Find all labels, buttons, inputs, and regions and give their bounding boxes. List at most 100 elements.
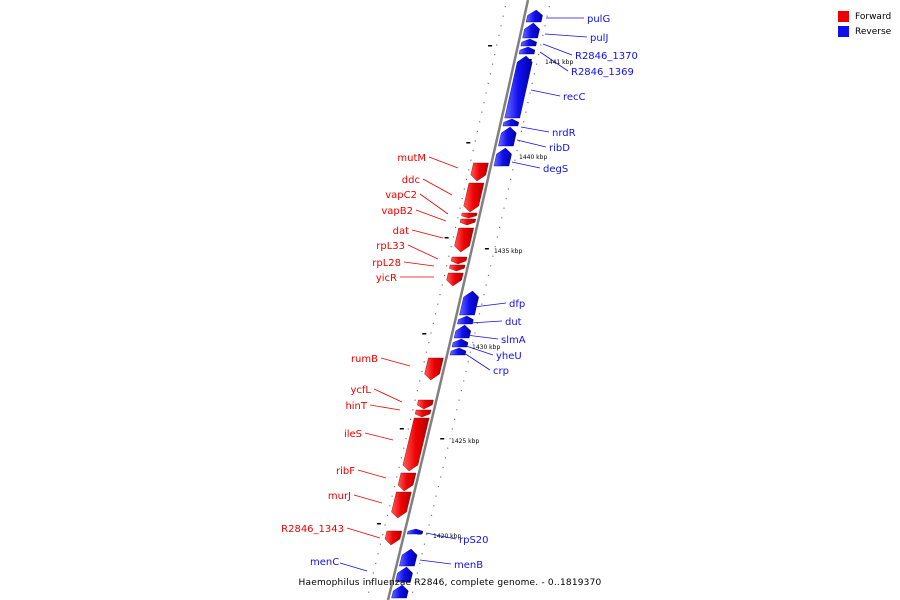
- forward-gene-arrow[interactable]: [461, 212, 478, 219]
- forward-gene-arrow[interactable]: [397, 472, 417, 492]
- tick-dot: [379, 543, 381, 545]
- tick-dot: [544, 25, 546, 27]
- leader-line: [469, 320, 503, 324]
- reverse-gene-arrow[interactable]: [520, 38, 537, 47]
- gene-label-forward[interactable]: dat: [393, 226, 409, 237]
- gene-label-forward[interactable]: vapC2: [385, 190, 417, 201]
- tick-dot: [546, 15, 548, 17]
- gene-label-reverse[interactable]: recC: [563, 92, 586, 103]
- gene-label-forward[interactable]: rpL33: [376, 241, 405, 252]
- reverse-swatch: [838, 26, 849, 37]
- tick-dot: [455, 226, 457, 228]
- reverse-gene-arrow[interactable]: [453, 324, 472, 339]
- gene-label-forward[interactable]: mutM: [397, 153, 426, 164]
- gene-label-forward[interactable]: rpL28: [372, 258, 401, 269]
- forward-gene-arrow[interactable]: [459, 218, 477, 226]
- tick-dot: [470, 159, 472, 161]
- reverse-gene-arrow[interactable]: [459, 290, 479, 316]
- leader-line: [516, 139, 547, 148]
- forward-gene-arrow[interactable]: [463, 182, 485, 213]
- tick-dot: [500, 25, 502, 27]
- tick-dot: [494, 246, 496, 248]
- reverse-gene-arrow[interactable]: [406, 528, 424, 535]
- reverse-gene-arrow[interactable]: [391, 584, 409, 599]
- tick-dot: [447, 447, 449, 449]
- forward-gene-arrow[interactable]: [391, 491, 412, 519]
- reverse-gene-arrow[interactable]: [502, 118, 520, 127]
- gene-label-reverse[interactable]: crp: [493, 366, 509, 377]
- reverse-gene-arrow[interactable]: [457, 315, 474, 325]
- forward-gene-arrow[interactable]: [450, 256, 468, 265]
- gene-label-reverse[interactable]: pulG: [587, 14, 610, 25]
- kbp-label: 1441 kbp: [545, 59, 573, 66]
- forward-gene-arrow[interactable]: [470, 162, 489, 182]
- gene-label-reverse[interactable]: ribD: [549, 143, 570, 154]
- gene-label-forward[interactable]: murJ: [328, 491, 351, 502]
- reverse-gene-arrow[interactable]: [504, 55, 533, 119]
- tick-dot: [419, 562, 421, 564]
- tick-marks: [368, 6, 550, 593]
- reverse-gene-arrow[interactable]: [522, 22, 540, 39]
- tick-dot: [410, 418, 412, 420]
- leader-line: [373, 388, 403, 403]
- gene-label-reverse[interactable]: slmA: [501, 335, 526, 346]
- reverse-gene-arrow[interactable]: [493, 147, 512, 167]
- gene-label-reverse[interactable]: nrdR: [552, 128, 576, 139]
- reverse-gene-arrow[interactable]: [449, 347, 467, 356]
- tick-dot: [391, 495, 393, 497]
- forward-gene-arrow[interactable]: [402, 417, 430, 472]
- gene-label-forward[interactable]: rumB: [351, 354, 378, 365]
- reverse-gene-arrow[interactable]: [525, 9, 543, 23]
- forward-gene-arrow[interactable]: [414, 409, 432, 418]
- reverse-gene-arrow[interactable]: [395, 566, 413, 583]
- leader-line: [411, 229, 444, 239]
- tick-dot: [448, 255, 450, 257]
- gene-label-forward[interactable]: vapB2: [381, 206, 413, 217]
- gene-label-reverse[interactable]: rpS20: [459, 535, 489, 546]
- gene-label-reverse[interactable]: R2846_1369: [571, 67, 634, 78]
- gene-label-reverse[interactable]: dfp: [509, 299, 525, 310]
- tick-dot: [535, 63, 538, 65]
- kbp-label: 1440 kbp: [519, 154, 547, 161]
- forward-gene-arrow[interactable]: [384, 530, 403, 546]
- gene-label-forward[interactable]: hinT: [345, 401, 367, 412]
- gene-label-forward[interactable]: ddc: [402, 175, 420, 186]
- tick-dot: [474, 140, 476, 142]
- kbp-tick: [484, 248, 489, 250]
- tick-dot: [525, 111, 527, 113]
- tick-dot: [432, 322, 434, 324]
- tick-dot: [423, 543, 425, 545]
- tick-dot: [437, 303, 439, 305]
- gene-label-forward[interactable]: R2846_1343: [281, 524, 344, 535]
- tick-dot: [425, 351, 428, 353]
- legend-label: Forward: [855, 11, 892, 22]
- gene-labels: mutM ddc vapC2 vapB2 dat rpL33 rpL28 yicR rumB yc…: [281, 14, 638, 571]
- forward-gene-arrow[interactable]: [424, 357, 444, 381]
- forward-gene-arrow[interactable]: [454, 227, 474, 253]
- tick-dot: [498, 34, 500, 36]
- reverse-gene-arrow[interactable]: [399, 548, 418, 567]
- gene-label-reverse[interactable]: R2846_1370: [575, 51, 638, 62]
- gene-label-forward[interactable]: yicR: [376, 273, 397, 284]
- tick-dot: [446, 265, 448, 267]
- legend-label: Reverse: [855, 26, 892, 37]
- tick-dot: [489, 73, 491, 75]
- gene-label-reverse[interactable]: menC: [310, 557, 339, 568]
- gene-label-forward[interactable]: ribF: [336, 466, 355, 477]
- forward-gene-arrow[interactable]: [446, 272, 464, 287]
- leader-line: [403, 261, 435, 267]
- gene-label-reverse[interactable]: degS: [543, 164, 568, 175]
- gene-label-forward[interactable]: ileS: [344, 429, 362, 440]
- gene-label-forward[interactable]: ycfL: [350, 385, 371, 396]
- gene-label-reverse[interactable]: pulJ: [590, 33, 608, 44]
- tick-dot: [487, 274, 490, 276]
- gene-label-reverse[interactable]: dut: [505, 317, 522, 328]
- leader-line: [419, 193, 449, 215]
- gene-label-reverse[interactable]: menB: [454, 560, 483, 571]
- reverse-gene-arrow[interactable]: [498, 126, 517, 147]
- tick-dot: [368, 591, 370, 593]
- forward-gene-arrow[interactable]: [449, 264, 466, 272]
- gene-label-reverse[interactable]: yheU: [496, 351, 522, 362]
- forward-gene-arrow[interactable]: [417, 399, 434, 410]
- reverse-gene-arrow[interactable]: [518, 46, 536, 55]
